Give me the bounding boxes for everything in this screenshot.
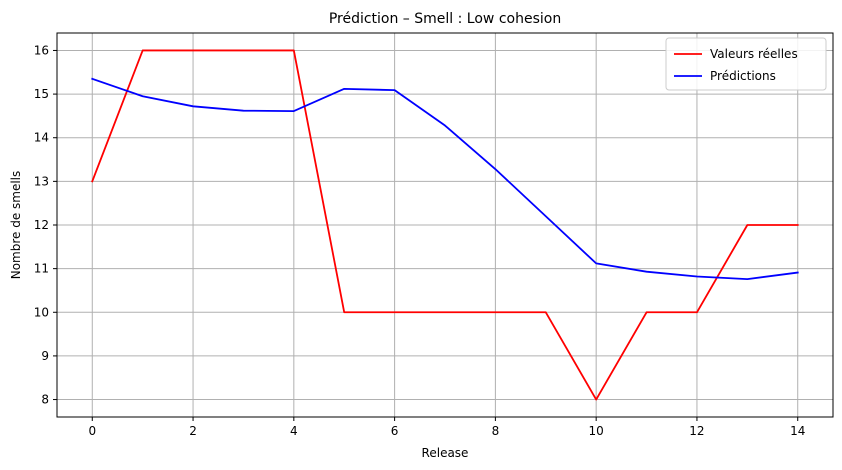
x-tick-label: 10 [589, 424, 604, 438]
legend-label-2: Prédictions [710, 69, 776, 83]
y-tick-label: 8 [41, 393, 49, 407]
legend: Valeurs réelles Prédictions [665, 37, 827, 91]
legend-label-1: Valeurs réelles [710, 47, 798, 61]
y-tick-label: 10 [34, 305, 49, 319]
y-tick-label: 14 [34, 131, 49, 145]
grid [57, 33, 833, 417]
y-tick-label: 16 [34, 43, 49, 57]
series-line-1 [91, 49, 799, 401]
y-tick-label: 13 [34, 174, 49, 188]
axis-ticks: 0 2 4 6 8 10 12 14 8 9 10 11 12 13 14 15 16 [34, 43, 806, 438]
x-tick-label: 12 [689, 424, 704, 438]
y-tick-label: 12 [34, 218, 49, 232]
x-tick-label: 2 [189, 424, 197, 438]
y-axis-label: Nombre de smells [9, 171, 23, 280]
x-tick-label: 4 [290, 424, 298, 438]
series-lines [91, 49, 799, 401]
x-axis-label: Release [422, 446, 469, 460]
y-tick-label: 15 [34, 87, 49, 101]
chart-title: Prédiction – Smell : Low cohesion [329, 11, 561, 27]
x-tick-label: 14 [790, 424, 805, 438]
series-line-2 [91, 77, 799, 281]
legend-box [665, 37, 827, 91]
x-tick-label: 6 [391, 424, 399, 438]
x-tick-label: 8 [492, 424, 500, 438]
x-tick-label: 0 [88, 424, 96, 438]
y-tick-label: 9 [41, 349, 49, 363]
y-tick-label: 11 [34, 262, 49, 276]
